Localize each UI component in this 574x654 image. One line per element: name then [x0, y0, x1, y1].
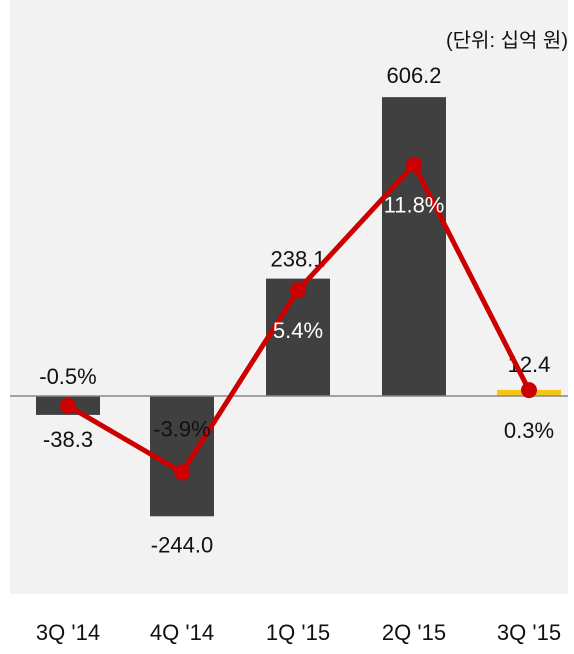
margin-point-4: [406, 156, 422, 173]
margin-label-1: -0.5%: [39, 364, 96, 389]
margin-point-1: [60, 397, 76, 414]
margin-label-4: 11.8%: [384, 193, 445, 218]
bar-value-label-4: 606.2: [386, 63, 441, 88]
margin-point-3: [290, 282, 306, 299]
margin-label-5: 0.3%: [504, 418, 554, 443]
bar-2: [150, 396, 214, 517]
category-label-3: 1Q '15: [266, 620, 330, 645]
category-label-4: 2Q '15: [382, 620, 446, 645]
margin-point-2: [174, 464, 190, 481]
category-label-1: 3Q '14: [36, 620, 100, 645]
bar-3: [266, 278, 330, 396]
bar-4: [382, 97, 446, 396]
bar-value-label-1: -38.3: [43, 427, 93, 452]
bar-value-label-2: -244.0: [151, 532, 213, 557]
category-label-5: 3Q '15: [497, 620, 561, 645]
unit-label: (단위: 십억 원): [446, 30, 568, 52]
margin-point-5: [521, 382, 537, 399]
category-label-2: 4Q '14: [150, 620, 214, 645]
margin-label-3: 5.4%: [273, 318, 323, 343]
margin-label-2: -3.9%: [153, 416, 210, 441]
